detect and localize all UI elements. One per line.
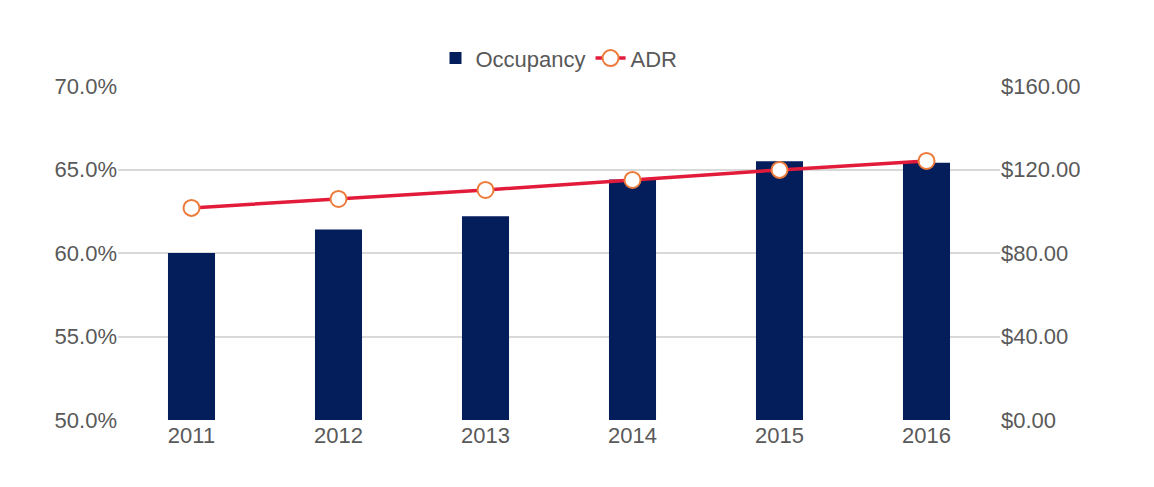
svg-text:2012: 2012 [314,423,363,448]
svg-text:ADR: ADR [631,47,677,72]
svg-text:65.0%: 65.0% [55,157,117,182]
svg-text:2016: 2016 [902,423,951,448]
svg-text:2011: 2011 [168,423,215,448]
svg-text:$160.00: $160.00 [1001,74,1081,99]
svg-text:60.0%: 60.0% [55,241,117,266]
svg-text:70.0%: 70.0% [55,74,117,99]
svg-text:2013: 2013 [461,423,510,448]
svg-text:$120.00: $120.00 [1001,157,1081,182]
svg-text:50.0%: 50.0% [55,408,117,433]
svg-text:Occupancy: Occupancy [476,47,586,72]
svg-text:2014: 2014 [608,423,657,448]
svg-text:$40.00: $40.00 [1001,324,1068,349]
svg-text:$0.00: $0.00 [1001,408,1056,433]
svg-text:2015: 2015 [755,423,804,448]
svg-text:55.0%: 55.0% [55,324,117,349]
svg-text:$80.00: $80.00 [1001,241,1068,266]
